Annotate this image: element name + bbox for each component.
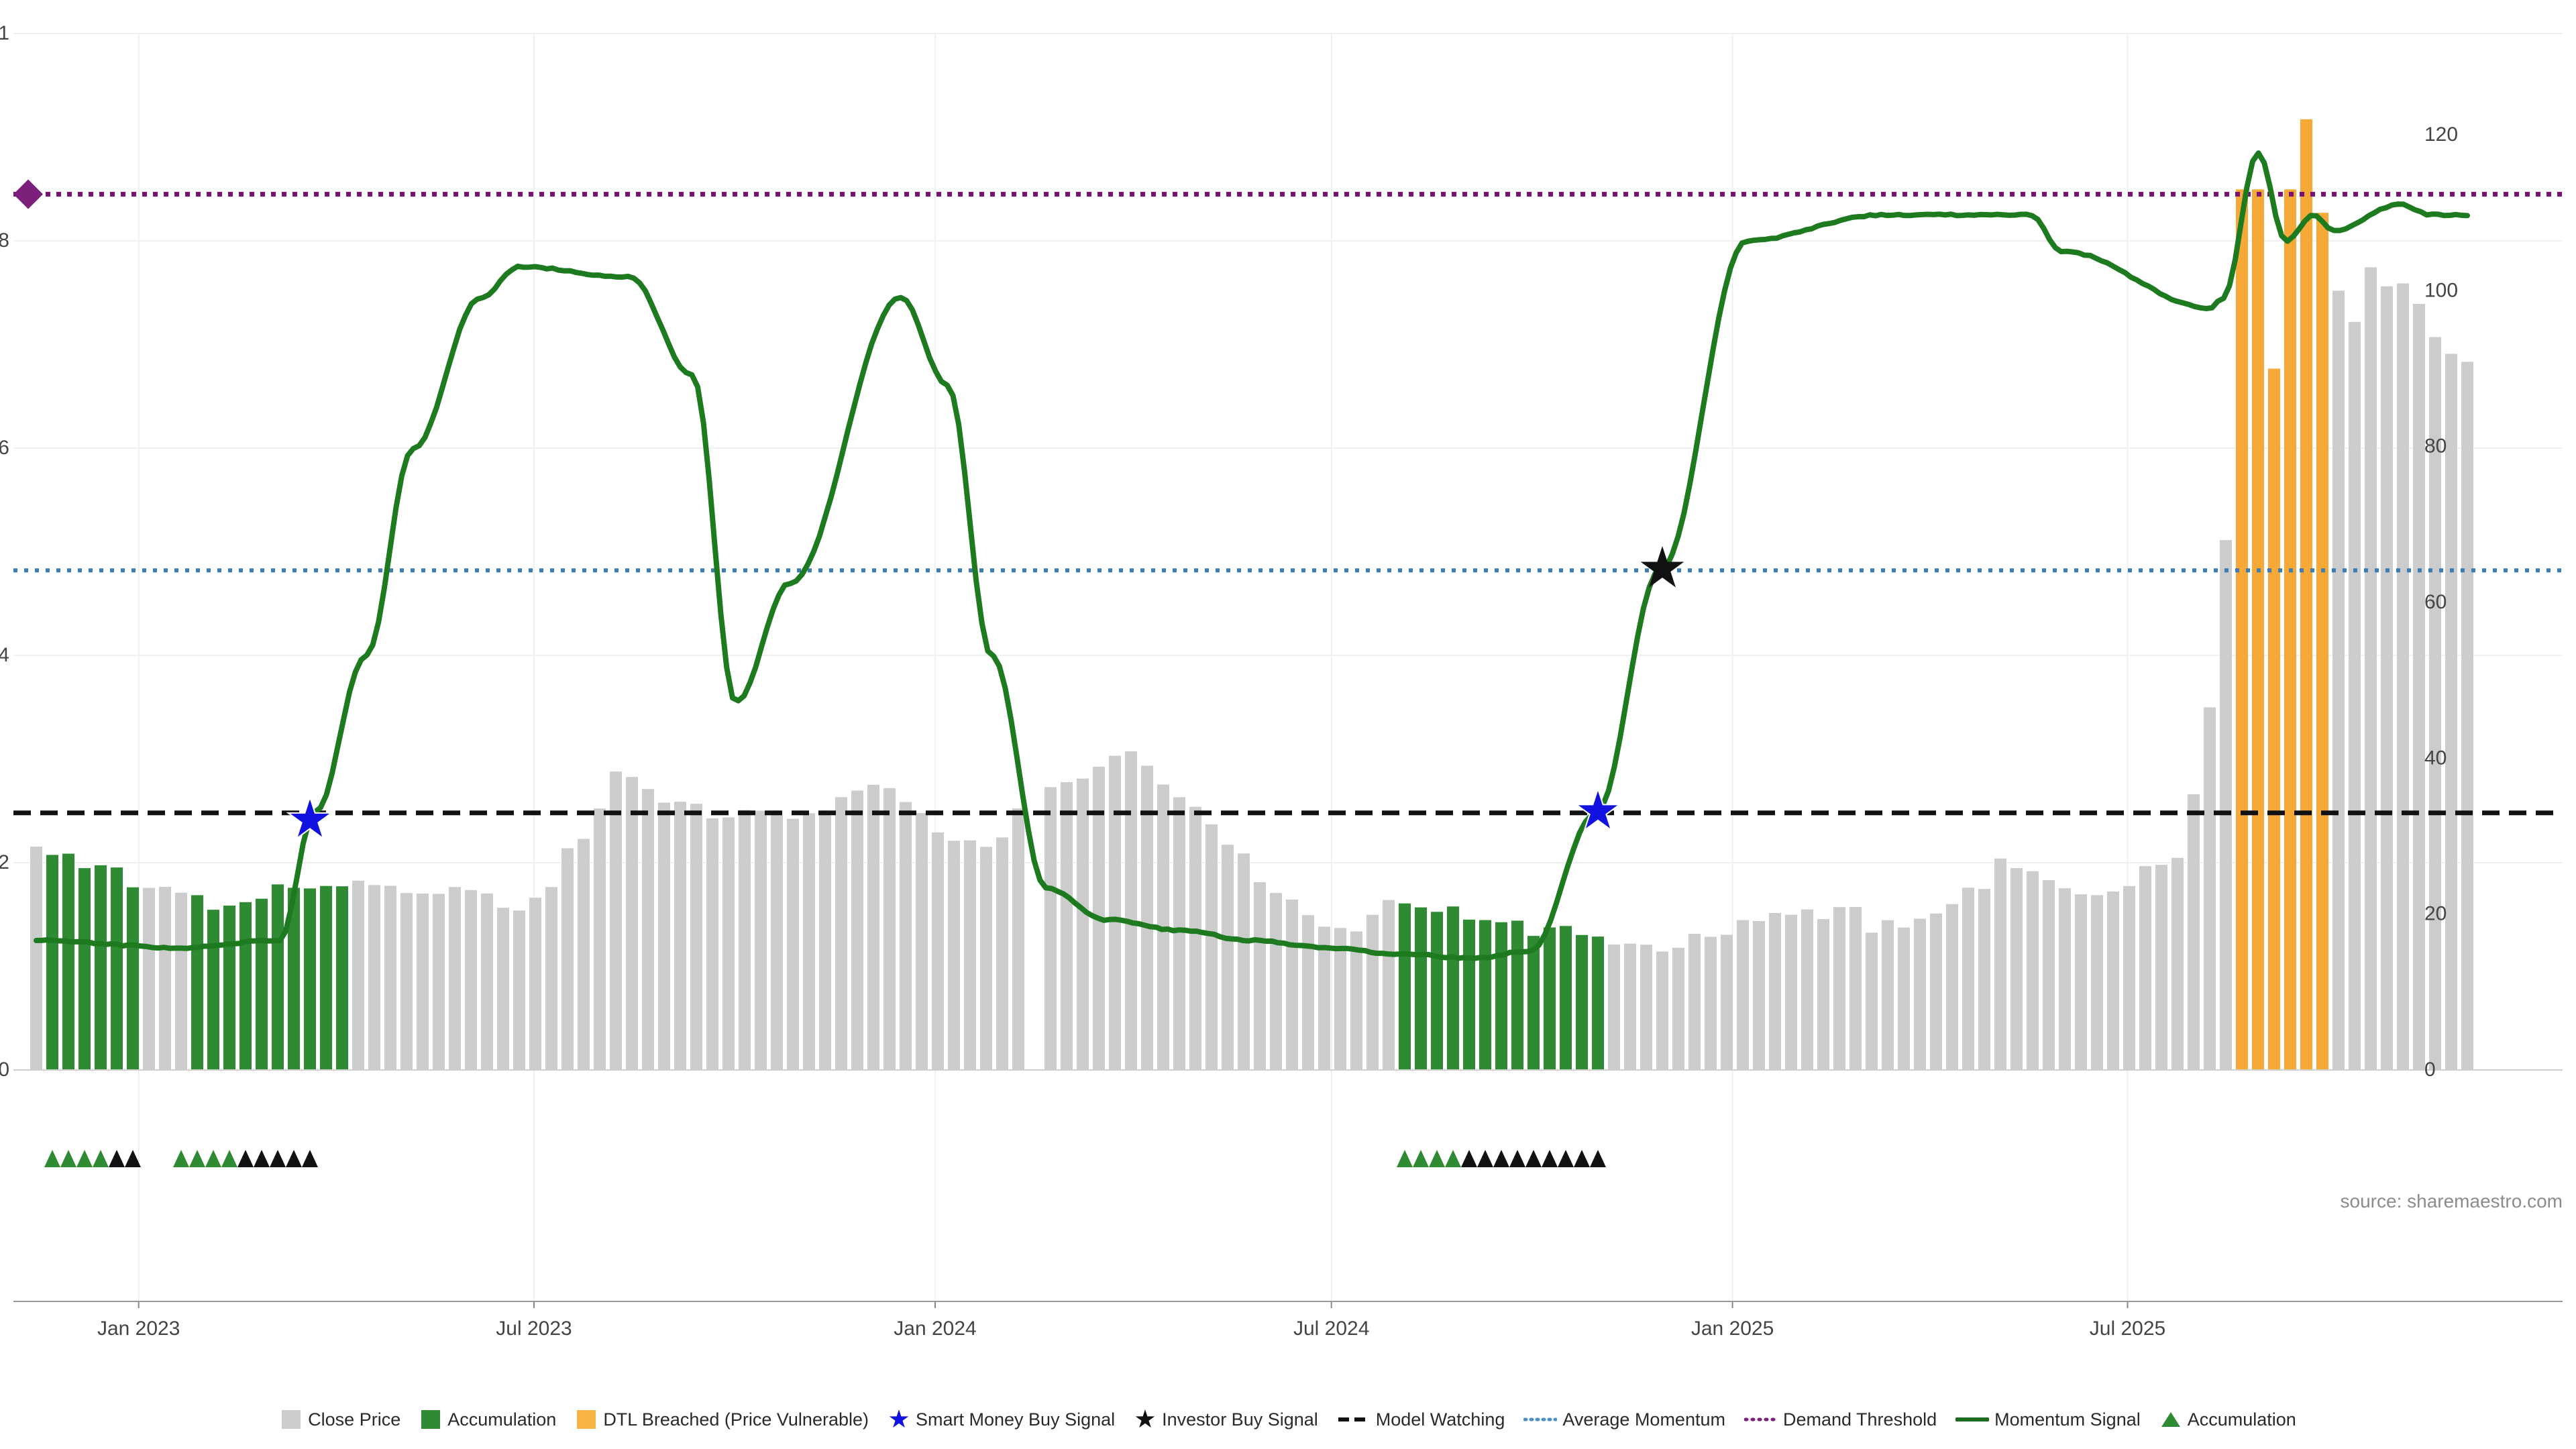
svg-text:1: 1 (0, 22, 9, 44)
svg-text:Jul 2025: Jul 2025 (2090, 1318, 2165, 1340)
svg-text:Jan 2023: Jan 2023 (97, 1318, 180, 1340)
svg-text:100: 100 (2424, 279, 2458, 301)
svg-text:0: 0 (0, 1059, 9, 1081)
svg-text:0: 0 (2424, 1059, 2436, 1081)
svg-text:0.2: 0.2 (0, 851, 9, 873)
svg-text:20: 20 (2424, 903, 2447, 925)
svg-text:Jan 2025: Jan 2025 (1691, 1318, 1774, 1340)
svg-text:0.4: 0.4 (0, 644, 9, 666)
svg-text:Jul 2023: Jul 2023 (496, 1318, 572, 1340)
svg-text:120: 120 (2424, 123, 2458, 146)
svg-text:Jan 2024: Jan 2024 (894, 1318, 976, 1340)
svg-text:0.8: 0.8 (0, 229, 9, 252)
svg-text:80: 80 (2424, 435, 2447, 458)
svg-text:0.6: 0.6 (0, 437, 9, 459)
svg-text:60: 60 (2424, 591, 2447, 613)
svg-text:source: sharemaestro.com: source: sharemaestro.com (2341, 1191, 2563, 1212)
svg-text:40: 40 (2424, 747, 2447, 769)
svg-text:Jul 2024: Jul 2024 (1293, 1318, 1369, 1340)
